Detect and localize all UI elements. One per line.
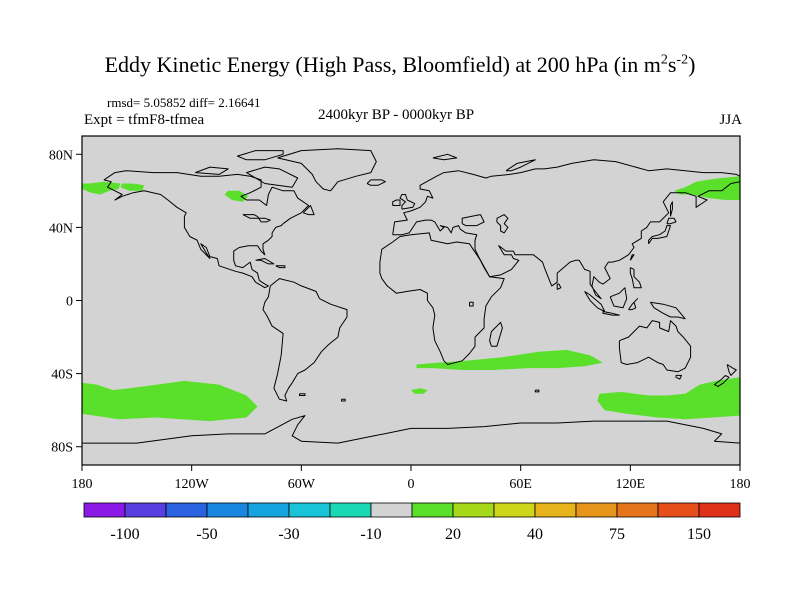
colorbar-swatch	[124, 502, 167, 518]
colorbar-swatch	[575, 502, 618, 518]
region-south-atlantic-indian-patch	[416, 349, 603, 370]
y-tick-label: 80N	[49, 148, 73, 163]
coastline-cuba	[255, 258, 275, 265]
colorbar-swatch	[206, 502, 249, 518]
coastline-java	[602, 311, 620, 316]
coastline-new-guinea	[649, 301, 686, 320]
coastline-philippines	[629, 267, 642, 289]
coastline-antarctica	[82, 415, 740, 444]
colorbar-label: -100	[110, 526, 139, 543]
colorbar-label: -30	[278, 526, 299, 543]
colorbar-swatch	[452, 502, 495, 518]
coastline-ireland	[392, 199, 401, 206]
x-tick-label: 180	[72, 477, 93, 492]
coastline-hokkaido	[666, 217, 677, 225]
region-small-patch	[411, 388, 428, 394]
chart-title: Eddy Kinetic Energy (High Pass, Bloomfie…	[104, 52, 696, 77]
y-tick-label: 80S	[51, 441, 73, 456]
coastline-victoria-island	[195, 166, 229, 175]
coastline-new-zealand-north	[726, 364, 737, 376]
colorbar-swatch	[83, 502, 126, 518]
colorbar-label: 150	[687, 526, 711, 543]
stats-label: rmsd= 5.05852 diff= 2.16641	[107, 95, 261, 110]
region-pacific-north-patch	[82, 181, 121, 195]
coastline-great-lakes	[242, 214, 271, 223]
colorbar-label: 20	[445, 526, 461, 543]
y-tick-label: 40N	[49, 221, 73, 236]
coastline-baffin-island	[246, 166, 299, 188]
region-hudson-patch	[224, 190, 249, 202]
colorbar-swatch	[616, 502, 659, 518]
coastline-caspian-sea	[496, 214, 509, 234]
experiment-label: Expt = tfmF8-tfmea	[84, 112, 205, 128]
colorbar-label: 40	[527, 526, 543, 543]
x-tick-label: 60E	[509, 477, 532, 492]
colorbar-swatch	[534, 502, 577, 518]
coastline-tasmania	[675, 374, 682, 380]
coastline-svalbard	[432, 153, 458, 161]
coastline-falklands	[299, 393, 306, 396]
colorbar-swatch	[247, 502, 290, 518]
colorbar-swatch	[165, 502, 208, 518]
coastline-iceland	[366, 179, 386, 186]
coastline-sri-lanka	[556, 283, 562, 290]
x-tick-label: 0	[408, 477, 415, 492]
coastline-hispaniola	[275, 265, 286, 269]
coastline-novaya-zemlya	[505, 159, 536, 172]
coastline-japan	[648, 225, 671, 245]
colorbar: -100 -50 -30 -10 20 40 75 150	[83, 502, 741, 543]
region-alaska-patch	[120, 183, 145, 191]
x-tick-label: 120E	[616, 477, 646, 492]
colorbar-swatch	[370, 502, 413, 518]
colorbar-swatch	[698, 502, 741, 518]
x-tick-label: 180	[730, 477, 751, 492]
colorbar-label: -10	[360, 526, 381, 543]
region-south-pacific-patch	[82, 380, 258, 422]
coastline-south-georgia	[341, 398, 346, 402]
colorbar-swatch	[329, 502, 372, 518]
coastline-north-america	[103, 170, 310, 289]
coastline-south-america	[262, 278, 348, 402]
colorbar-swatch	[288, 502, 331, 518]
coastline-kerguelen	[534, 389, 540, 393]
colorbar-swatch	[657, 502, 700, 518]
coastline-eurasia	[392, 159, 740, 300]
colorbar-swatch	[493, 502, 536, 518]
coastline-borneo	[609, 287, 628, 309]
season-label: JJA	[719, 112, 742, 128]
y-tick-label: 0	[66, 295, 73, 310]
coastline-madagascar	[489, 321, 503, 347]
coastline-taiwan	[629, 254, 635, 261]
chart-subtitle: 2400kyr BP - 0000kyr BP	[318, 107, 475, 123]
coastline-ellesmere-island	[236, 150, 284, 161]
map-layer	[81, 135, 741, 466]
coastline-africa	[379, 232, 505, 365]
coastline-newfoundland	[302, 205, 315, 216]
coastline-lake-victoria	[469, 301, 474, 307]
x-tick-label: 60W	[288, 477, 316, 492]
colorbar-label: -50	[196, 526, 217, 543]
coastline-greenland	[277, 148, 377, 192]
region-south-west-pacific-patch	[597, 377, 740, 420]
coastline-new-zealand-south	[713, 374, 730, 387]
axis-layer: 180 120W 60W 0 60E 120E 180 80N 40N 0 40S 80S	[49, 148, 751, 492]
coastline-australia	[618, 320, 692, 373]
x-tick-label: 120W	[175, 477, 210, 492]
coastline-black-sea	[461, 214, 485, 227]
colorbar-label: 75	[609, 526, 625, 543]
coastline-sulawesi	[628, 298, 639, 311]
coastline-great-britain	[399, 194, 416, 210]
colorbar-swatch	[411, 502, 454, 518]
y-tick-label: 40S	[51, 368, 73, 383]
coastline-sakhalin	[670, 201, 673, 217]
